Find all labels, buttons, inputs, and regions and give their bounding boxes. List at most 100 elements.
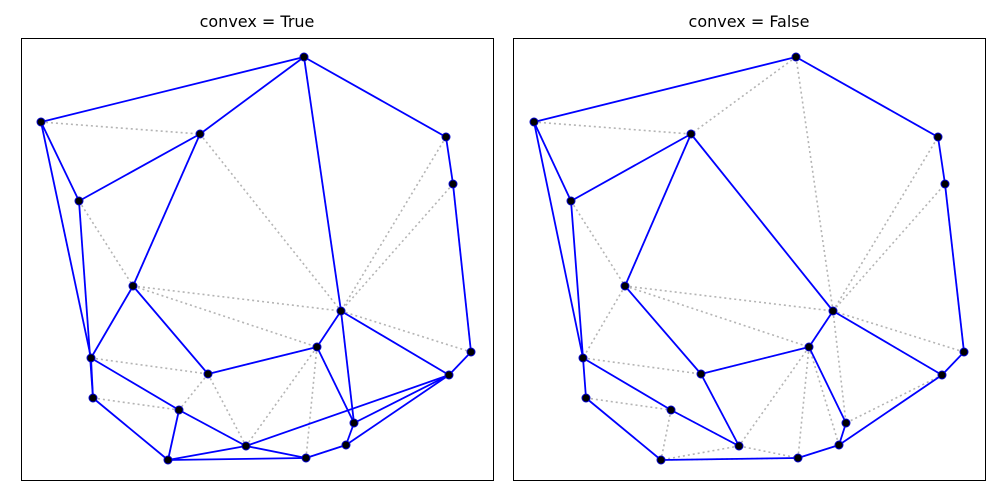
vertex-point	[86, 353, 96, 363]
vertex-point	[88, 393, 98, 403]
dotted-edge	[832, 310, 965, 353]
vertex-point	[959, 347, 969, 357]
solid-edge	[78, 200, 94, 399]
vertex-point	[349, 418, 359, 428]
dotted-edge	[570, 200, 626, 287]
dotted-edge	[582, 285, 626, 359]
dotted-edge	[245, 346, 318, 447]
vertex-point	[686, 129, 696, 139]
dotted-edge	[585, 397, 672, 411]
vertex-point	[937, 370, 947, 380]
vertex-point	[163, 455, 173, 465]
solid-edge	[832, 310, 943, 376]
dotted-edge	[808, 346, 840, 446]
solid-edge	[303, 56, 447, 138]
solid-edge	[207, 346, 318, 375]
solid-edge	[700, 346, 810, 375]
dotted-edge	[660, 445, 740, 461]
dotted-edge	[582, 357, 702, 375]
vertex-point	[466, 347, 476, 357]
dotted-edge	[797, 346, 810, 459]
vertex-point	[791, 52, 801, 62]
vertex-point	[36, 117, 46, 127]
dotted-edge	[624, 285, 810, 348]
solid-edge	[838, 374, 943, 446]
vertex-point	[529, 117, 539, 127]
solid-edge	[797, 444, 840, 459]
solid-edge	[570, 133, 692, 202]
solid-edge	[40, 56, 305, 123]
solid-edge	[445, 136, 454, 185]
dotted-edge	[624, 285, 834, 312]
vertex-point	[656, 455, 666, 465]
dotted-edge	[305, 346, 318, 459]
solid-edge	[448, 351, 472, 376]
solid-edge	[937, 136, 946, 185]
solid-edge	[90, 357, 180, 411]
solid-edge	[78, 133, 201, 202]
vertex-point	[299, 52, 309, 62]
dotted-edge	[533, 121, 692, 135]
panel-frame-right	[513, 38, 986, 481]
vertex-point	[828, 306, 838, 316]
vertex-point	[203, 369, 213, 379]
solid-edge	[199, 56, 305, 135]
vertex-point	[793, 453, 803, 463]
vertex-point	[74, 196, 84, 206]
vertex-point	[734, 441, 744, 451]
solid-edge	[167, 409, 180, 461]
solid-edge	[316, 346, 355, 424]
dotted-edge	[340, 136, 447, 312]
solid-edge	[585, 397, 662, 461]
solid-edge	[533, 121, 584, 359]
solid-edge	[245, 445, 307, 459]
solid-edge	[345, 374, 450, 446]
solid-edge	[316, 310, 342, 348]
dotted-edge	[90, 357, 209, 375]
vertex-point	[696, 369, 706, 379]
solid-edge	[944, 183, 965, 353]
dotted-edge	[738, 445, 799, 459]
solid-edge	[533, 56, 797, 123]
solid-edge	[700, 373, 740, 447]
dotted-edge	[132, 285, 342, 312]
vertex-point	[581, 393, 591, 403]
solid-edge	[533, 121, 572, 202]
solid-edge	[941, 351, 965, 376]
solid-edge	[582, 357, 672, 411]
solid-edge	[353, 374, 450, 424]
dotted-edge	[660, 409, 672, 461]
dotted-edge	[845, 374, 943, 424]
vertex-point	[128, 281, 138, 291]
vertex-point	[195, 129, 205, 139]
vertex-point	[620, 281, 630, 291]
solid-edge	[690, 133, 834, 312]
vertex-point	[566, 196, 576, 206]
vertex-point	[444, 370, 454, 380]
solid-edge	[132, 133, 201, 287]
vertex-point	[804, 342, 814, 352]
dotted-edge	[832, 183, 946, 312]
vertex-point	[441, 132, 451, 142]
solid-edge	[340, 310, 355, 424]
vertex-point	[301, 453, 311, 463]
solid-edge	[570, 200, 584, 359]
vertex-point	[666, 405, 676, 415]
dotted-edge	[832, 310, 847, 424]
solid-edge	[40, 121, 80, 202]
dotted-edge	[207, 373, 247, 447]
solid-edge	[178, 409, 247, 447]
dotted-edge	[40, 121, 201, 135]
vertex-point	[940, 179, 950, 189]
dotted-edge	[178, 373, 209, 411]
solid-edge	[624, 285, 702, 375]
solid-edge	[660, 457, 799, 461]
solid-edge	[670, 409, 740, 447]
vertex-point	[336, 306, 346, 316]
solid-edge	[303, 56, 342, 312]
vertex-point	[841, 418, 851, 428]
solid-edge	[624, 133, 692, 287]
vertex-point	[341, 440, 351, 450]
dotted-edge	[690, 56, 797, 135]
